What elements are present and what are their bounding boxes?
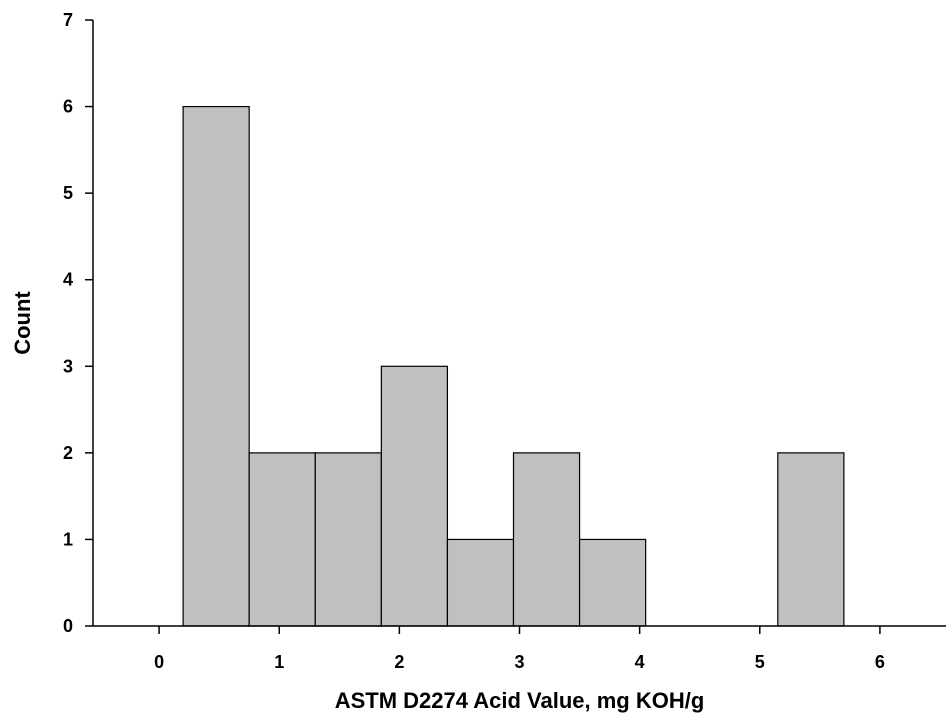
x-axis-ticks: 0 1 2 3 4 5 6 [154, 626, 885, 672]
x-tick-label: 1 [274, 652, 284, 672]
x-axis-title: ASTM D2274 Acid Value, mg KOH/g [335, 688, 705, 713]
x-tick-label: 0 [154, 652, 164, 672]
histogram-bar [314, 452, 382, 627]
y-tick-label: 1 [63, 529, 73, 549]
histogram-bar [380, 365, 449, 627]
histogram-bar [446, 538, 515, 627]
y-tick-label: 7 [63, 10, 73, 30]
y-tick-label: 4 [63, 270, 73, 290]
x-tick-label: 5 [755, 652, 765, 672]
histogram-bar [248, 452, 316, 627]
histogram-bar [182, 105, 250, 627]
y-tick-label: 2 [63, 443, 73, 463]
y-axis-title: Count [10, 291, 35, 355]
histogram-bar [777, 452, 845, 627]
x-tick-label: 2 [394, 652, 404, 672]
y-tick-label: 0 [63, 616, 73, 636]
y-tick-label: 5 [63, 183, 73, 203]
x-tick-label: 4 [635, 652, 645, 672]
x-tick-label: 3 [514, 652, 524, 672]
histogram-bars [182, 105, 845, 627]
x-tick-label: 6 [875, 652, 885, 672]
histogram-bar [578, 538, 647, 627]
y-axis-ticks: 0 1 2 3 4 5 6 7 [63, 10, 93, 636]
y-tick-label: 6 [63, 97, 73, 117]
y-tick-label: 3 [63, 356, 73, 376]
histogram-bar [512, 452, 581, 627]
